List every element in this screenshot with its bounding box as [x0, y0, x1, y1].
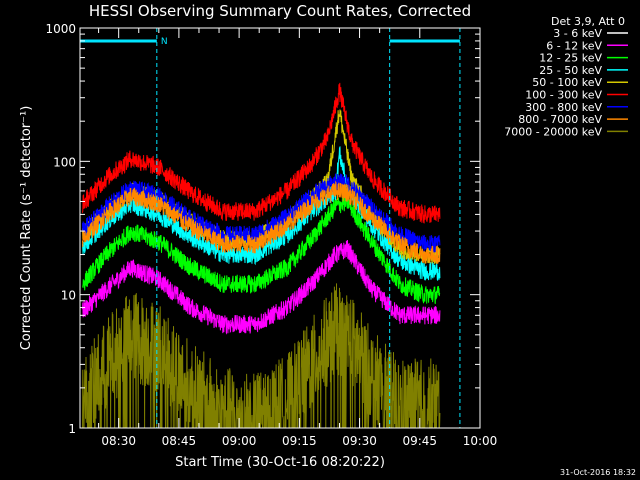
legend-label: 300 - 800 keV	[525, 101, 602, 114]
y-tick-label: 1	[68, 422, 76, 436]
legend-label: 12 - 25 keV	[539, 52, 602, 65]
x-axis-label: Start Time (30-Oct-16 08:20:22)	[175, 455, 385, 470]
legend-label: 50 - 100 keV	[532, 76, 602, 89]
y-tick-label: 100	[53, 155, 76, 169]
chart-title: HESSI Observing Summary Count Rates, Cor…	[89, 2, 471, 20]
annotation-bar-label: N	[161, 37, 168, 47]
x-tick-label: 09:45	[402, 434, 437, 448]
x-tick-label: 09:00	[222, 434, 257, 448]
series-line	[82, 240, 441, 335]
legend-label: 800 - 7000 keV	[518, 113, 602, 126]
plot-area: N 1 10 100 1000 08:30 08:45 09:00 09:15 09:30 09:4…	[45, 22, 498, 448]
series-group	[82, 82, 441, 428]
y-axis-label: Corrected Count Rate (s⁻¹ detector⁻¹)	[19, 106, 34, 351]
legend-label: 7000 - 20000 keV	[504, 125, 602, 138]
series-line	[82, 283, 441, 428]
series-line	[82, 173, 441, 254]
footer-timestamp: 31-Oct-2016 18:32	[560, 468, 636, 477]
x-tick-label: 09:15	[282, 434, 317, 448]
x-tick-label: 10:00	[463, 434, 498, 448]
legend-label: 3 - 6 keV	[553, 27, 602, 40]
y-tick-label: 10	[61, 289, 76, 303]
y-tick-label: 1000	[45, 22, 76, 36]
legend-label: 6 - 12 keV	[546, 39, 602, 52]
series-line	[82, 82, 441, 224]
x-tick-label: 08:30	[101, 434, 136, 448]
x-tick-label: 09:30	[342, 434, 377, 448]
plot-frame	[79, 27, 481, 429]
legend-label: 100 - 300 keV	[525, 89, 602, 102]
legend-title: Det 3,9, Att 0	[551, 15, 625, 28]
x-tick-label: 08:45	[162, 434, 197, 448]
legend-label: 25 - 50 keV	[539, 64, 602, 77]
series-line	[82, 193, 441, 305]
series-line	[82, 180, 441, 264]
